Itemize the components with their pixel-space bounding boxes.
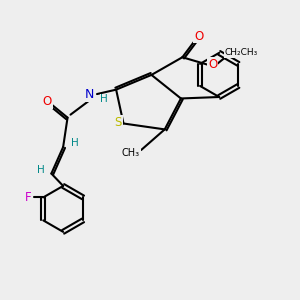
Text: F: F xyxy=(25,191,32,204)
Text: H: H xyxy=(37,165,45,175)
Text: H: H xyxy=(100,94,108,104)
Text: H: H xyxy=(71,138,79,148)
Text: N: N xyxy=(85,88,94,101)
Text: S: S xyxy=(115,116,122,128)
Text: CH₃: CH₃ xyxy=(122,148,140,158)
Text: O: O xyxy=(42,95,52,108)
Text: O: O xyxy=(208,58,217,71)
Text: O: O xyxy=(194,30,203,43)
Text: CH₂CH₃: CH₂CH₃ xyxy=(225,48,258,57)
